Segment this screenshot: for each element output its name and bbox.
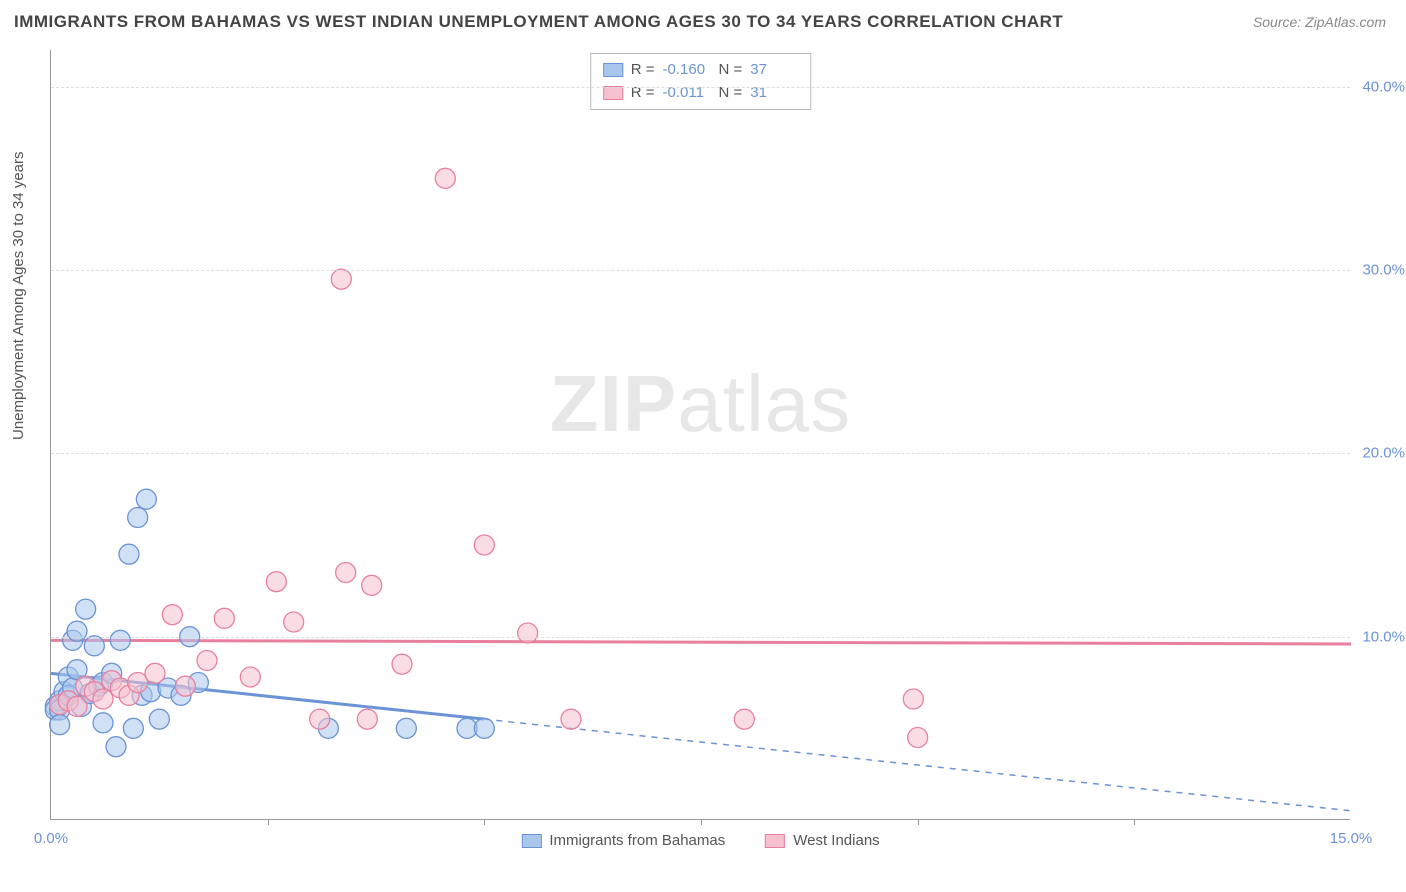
y-tick-label: 30.0%	[1362, 262, 1405, 279]
x-minor-tick	[1134, 819, 1135, 825]
y-tick-label: 40.0%	[1362, 78, 1405, 95]
scatter-point-series-1	[357, 709, 377, 729]
scatter-point-series-1	[145, 663, 165, 683]
scatter-point-series-1	[175, 676, 195, 696]
gridline-h	[51, 87, 1350, 88]
source-attribution: Source: ZipAtlas.com	[1253, 14, 1386, 30]
chart-title: IMMIGRANTS FROM BAHAMAS VS WEST INDIAN U…	[14, 12, 1063, 32]
scatter-point-series-0	[110, 630, 130, 650]
bottom-legend-swatch-1	[765, 834, 785, 848]
gridline-h	[51, 453, 1350, 454]
chart-container: IMMIGRANTS FROM BAHAMAS VS WEST INDIAN U…	[0, 0, 1406, 892]
scatter-point-series-1	[518, 623, 538, 643]
bottom-legend-label-0: Immigrants from Bahamas	[549, 832, 725, 849]
scatter-point-series-0	[67, 621, 87, 641]
scatter-point-series-1	[474, 535, 494, 555]
bottom-legend: Immigrants from Bahamas West Indians	[521, 832, 879, 849]
plot-svg	[51, 50, 1350, 819]
scatter-point-series-0	[123, 718, 143, 738]
scatter-point-series-1	[734, 709, 754, 729]
scatter-point-series-0	[136, 489, 156, 509]
scatter-point-series-0	[396, 718, 416, 738]
scatter-point-series-1	[435, 168, 455, 188]
scatter-point-series-1	[561, 709, 581, 729]
scatter-point-series-1	[93, 689, 113, 709]
scatter-point-series-1	[284, 612, 304, 632]
trend-line-solid-1	[51, 640, 1351, 644]
bottom-legend-item-0: Immigrants from Bahamas	[521, 832, 725, 849]
scatter-point-series-0	[84, 636, 104, 656]
scatter-point-series-1	[197, 651, 217, 671]
plot-area: ZIPatlas R = -0.160 N = 37 R = -0.011 N …	[50, 50, 1350, 820]
scatter-point-series-1	[362, 575, 382, 595]
scatter-point-series-1	[214, 608, 234, 628]
bottom-legend-label-1: West Indians	[793, 832, 879, 849]
scatter-point-series-1	[903, 689, 923, 709]
scatter-point-series-1	[67, 696, 87, 716]
x-minor-tick	[701, 819, 702, 825]
scatter-point-series-1	[331, 269, 351, 289]
scatter-point-series-0	[128, 508, 148, 528]
scatter-point-series-1	[392, 654, 412, 674]
scatter-point-series-0	[474, 718, 494, 738]
scatter-point-series-1	[908, 728, 928, 748]
scatter-point-series-0	[149, 709, 169, 729]
scatter-point-series-1	[310, 709, 330, 729]
scatter-point-series-1	[240, 667, 260, 687]
y-axis-label: Unemployment Among Ages 30 to 34 years	[10, 151, 27, 440]
x-minor-tick	[268, 819, 269, 825]
gridline-h	[51, 270, 1350, 271]
scatter-point-series-1	[162, 605, 182, 625]
scatter-point-series-1	[336, 563, 356, 583]
x-tick-label: 15.0%	[1330, 830, 1373, 847]
scatter-point-series-0	[119, 544, 139, 564]
scatter-point-series-0	[76, 599, 96, 619]
scatter-point-series-0	[50, 715, 70, 735]
bottom-legend-item-1: West Indians	[765, 832, 879, 849]
scatter-point-series-0	[93, 713, 113, 733]
x-minor-tick	[918, 819, 919, 825]
x-tick-label: 0.0%	[34, 830, 68, 847]
x-minor-tick	[484, 819, 485, 825]
scatter-point-series-1	[266, 572, 286, 592]
bottom-legend-swatch-0	[521, 834, 541, 848]
gridline-h	[51, 637, 1350, 638]
scatter-point-series-0	[106, 737, 126, 757]
y-tick-label: 20.0%	[1362, 445, 1405, 462]
y-tick-label: 10.0%	[1362, 628, 1405, 645]
